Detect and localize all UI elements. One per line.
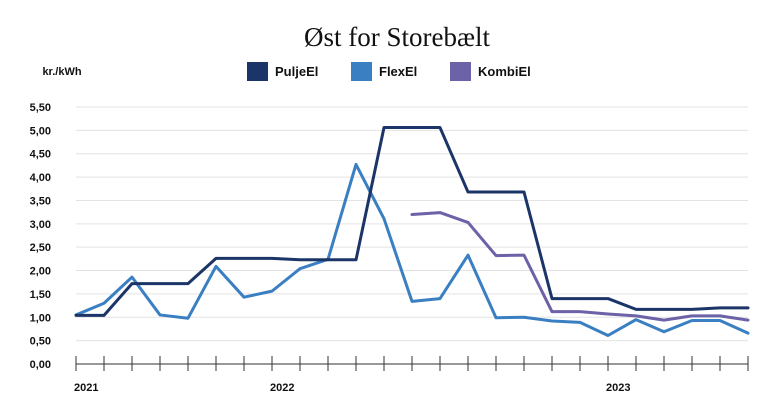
y-tick-label: 2,00 [30,266,51,278]
x-tick-label: 2022 [270,382,294,394]
y-tick-label: 3,50 [30,195,51,207]
series-line-kombiel [410,211,750,322]
y-tick-label: 0,00 [30,359,51,371]
chart-title: Øst for Storebælt [304,22,490,52]
y-tick-label: 4,00 [30,172,51,184]
x-tick-label: 2021 [74,382,98,394]
x-tick-label: 2023 [606,382,630,394]
y-tick-label: 5,50 [30,102,51,114]
gridlines [76,106,748,342]
y-tick-label: 0,50 [30,336,51,348]
series-lines [74,126,750,337]
legend-item-kombiel: KombiEl [450,62,531,81]
legend-swatch-kombiel [450,62,471,81]
series-line-flexel [74,162,750,337]
series-line-puljeel [74,126,750,317]
legend-item-puljeel: PuljeEl [247,62,318,81]
legend-swatch-puljeel [247,62,268,81]
legend-label-kombiel: KombiEl [478,64,531,79]
y-axis: 0,00 0,50 1,00 1,50 2,00 2,50 3,00 3,50 4,00 4,50… [30,102,51,371]
legend: PuljeEl FlexEl KombiEl [247,62,531,81]
y-tick-label: 2,50 [30,242,51,254]
y-tick-label: 5,00 [30,125,51,137]
x-axis: 2021 2022 2023 [74,356,749,394]
y-axis-unit-label: kr./kWh [42,66,81,78]
legend-item-flexel: FlexEl [351,62,417,81]
y-tick-label: 4,50 [30,149,51,161]
y-tick-label: 3,00 [30,219,51,231]
y-tick-label: 1,00 [30,312,51,324]
legend-swatch-flexel [351,62,372,81]
y-tick-label: 1,50 [30,289,51,301]
legend-label-flexel: FlexEl [379,64,417,79]
legend-label-puljeel: PuljeEl [275,64,318,79]
